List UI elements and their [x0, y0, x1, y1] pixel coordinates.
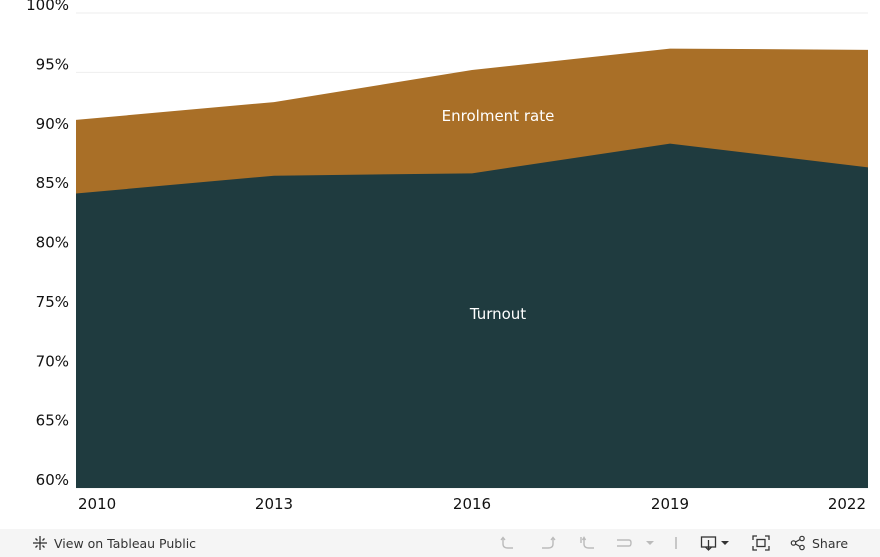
undo-icon: [498, 535, 518, 551]
y-tick-label: 75%: [36, 293, 69, 311]
y-tick-label: 65%: [36, 412, 69, 430]
revert-icon: [578, 535, 598, 551]
dropdown-icon: [645, 535, 655, 551]
view-on-tableau-label: View on Tableau Public: [54, 535, 197, 551]
share-icon: [790, 535, 806, 551]
y-tick-label: 100%: [26, 0, 69, 14]
x-axis: 2010 2013 2016 2019 2022: [78, 495, 866, 513]
x-tick-label: 2013: [255, 495, 293, 513]
y-tick-label: 95%: [36, 55, 69, 73]
y-tick-label: 60%: [36, 471, 69, 489]
x-tick-label: 2010: [78, 495, 116, 513]
tableau-logo-icon: [32, 535, 48, 551]
turnout-area[interactable]: [76, 143, 868, 488]
share-button[interactable]: Share: [790, 529, 848, 557]
x-tick-label: 2016: [453, 495, 491, 513]
x-tick-label: 2019: [651, 495, 689, 513]
fullscreen-icon: [752, 535, 770, 551]
toolbar-divider: [675, 529, 677, 557]
y-tick-label: 70%: [36, 352, 69, 370]
enrolment-rate-label: Enrolment rate: [442, 107, 555, 125]
refresh-dropdown-button[interactable]: [645, 529, 655, 557]
revert-button[interactable]: [578, 529, 598, 557]
refresh-icon: [614, 535, 634, 551]
turnout-label: Turnout: [469, 305, 526, 323]
redo-button[interactable]: [538, 529, 558, 557]
chart-areas: [76, 48, 868, 488]
view-on-tableau-button[interactable]: View on Tableau Public: [32, 529, 196, 557]
fullscreen-button[interactable]: [752, 529, 770, 557]
tableau-toolbar: View on Tableau Public: [0, 529, 880, 557]
y-axis: 60% 65% 70% 75% 80% 85% 90% 95% 100%: [26, 0, 69, 489]
redo-icon: [538, 535, 558, 551]
y-tick-label: 90%: [36, 115, 69, 133]
y-tick-label: 85%: [36, 174, 69, 192]
download-button[interactable]: [700, 529, 730, 557]
area-labels: Enrolment rate Turnout: [442, 107, 555, 323]
download-icon: [700, 535, 730, 551]
y-tick-label: 80%: [36, 234, 69, 252]
area-chart: Enrolment rate Turnout 60% 65% 70% 75% 80% 85%…: [26, 0, 868, 513]
x-tick-label: 2022: [828, 495, 866, 513]
share-label: Share: [812, 535, 849, 551]
undo-button[interactable]: [498, 529, 518, 557]
refresh-button[interactable]: [614, 529, 634, 557]
